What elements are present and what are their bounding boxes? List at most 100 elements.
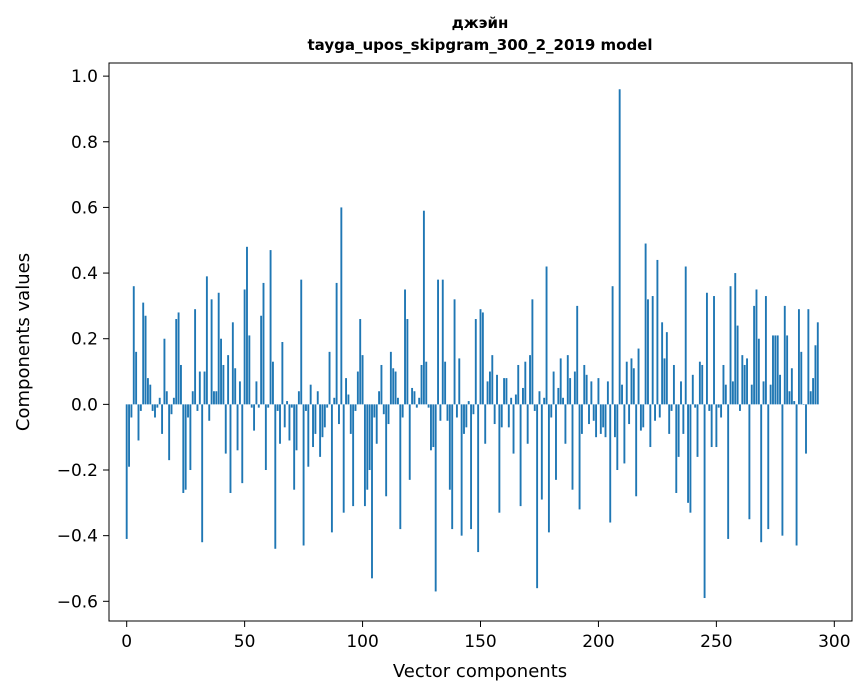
x-tick-label: 250 (700, 632, 732, 652)
bar (205, 276, 208, 405)
bar (812, 378, 815, 405)
bar (675, 404, 678, 493)
bar (658, 404, 661, 418)
bar (753, 305, 756, 405)
bar (269, 250, 272, 405)
bar (165, 391, 168, 405)
bar (760, 404, 763, 543)
y-tick-label: −0.6 (57, 592, 98, 612)
bar (326, 404, 329, 408)
bar (802, 404, 805, 405)
bar (599, 404, 602, 434)
bar (406, 319, 409, 405)
bar (724, 384, 727, 405)
x-tick-label: 300 (818, 632, 850, 652)
bar (529, 355, 531, 405)
bar (368, 404, 371, 471)
bar (198, 371, 201, 405)
bar (540, 404, 543, 500)
bar (411, 387, 414, 405)
bar (491, 355, 494, 405)
bar (736, 325, 739, 405)
bar (670, 404, 673, 411)
bar (774, 335, 777, 405)
bar (387, 404, 390, 425)
bar (238, 381, 241, 405)
bar (359, 319, 362, 405)
bar (422, 210, 425, 405)
bar (137, 404, 140, 441)
bar (276, 404, 279, 411)
bar (644, 243, 647, 405)
bar (654, 404, 656, 421)
bar (328, 351, 331, 405)
bar (790, 368, 793, 405)
bar (717, 404, 720, 408)
bar (432, 404, 435, 448)
bar (564, 404, 567, 444)
bar (177, 312, 180, 405)
bar (472, 404, 475, 415)
y-tick-label: 0.4 (71, 264, 98, 284)
bar (300, 279, 303, 405)
bar (196, 404, 199, 411)
bar (217, 292, 220, 405)
bar (330, 404, 333, 533)
bar (703, 404, 706, 599)
bar (757, 338, 760, 405)
bar (163, 338, 166, 405)
bar (503, 378, 506, 405)
bar (267, 404, 270, 408)
bar (231, 322, 234, 405)
bar (538, 391, 541, 405)
bar (335, 282, 338, 405)
bar (727, 404, 730, 539)
bar (338, 404, 340, 425)
bar (283, 404, 286, 428)
bar (526, 404, 529, 444)
bar (672, 364, 675, 405)
x-tick-label: 200 (582, 632, 614, 652)
bar (668, 404, 671, 434)
bar (347, 394, 350, 405)
x-axis-ticks: 0 50 100 150 200 250 300 (121, 621, 851, 652)
bar (132, 286, 135, 405)
bar (191, 391, 194, 405)
bar (562, 397, 564, 405)
bars-group (125, 89, 819, 599)
bar (139, 404, 142, 411)
bar (621, 384, 623, 405)
bar (682, 404, 685, 434)
bar (576, 305, 579, 405)
bar (713, 296, 715, 405)
bar (746, 358, 748, 405)
bar (415, 404, 418, 408)
y-tick-label: 0.8 (71, 133, 98, 153)
bar (446, 404, 449, 421)
bar (220, 338, 222, 405)
bar (128, 404, 130, 467)
y-tick-label: 0.6 (71, 198, 98, 218)
bar (144, 315, 147, 405)
bar (366, 404, 369, 490)
bar (522, 387, 524, 405)
x-axis-label: Vector components (393, 661, 567, 682)
bar (743, 364, 746, 405)
bar (769, 384, 772, 405)
bar (755, 289, 758, 405)
bar (585, 374, 588, 405)
bar (427, 404, 430, 408)
bar (448, 404, 451, 490)
bar (611, 286, 614, 405)
bar (463, 404, 465, 434)
bar (656, 259, 659, 405)
bar (814, 345, 817, 405)
bar (241, 404, 244, 484)
bar (130, 404, 133, 418)
bar (786, 335, 789, 405)
bar (632, 368, 635, 405)
bar (616, 404, 619, 471)
bar (722, 364, 725, 405)
bar (555, 404, 557, 480)
